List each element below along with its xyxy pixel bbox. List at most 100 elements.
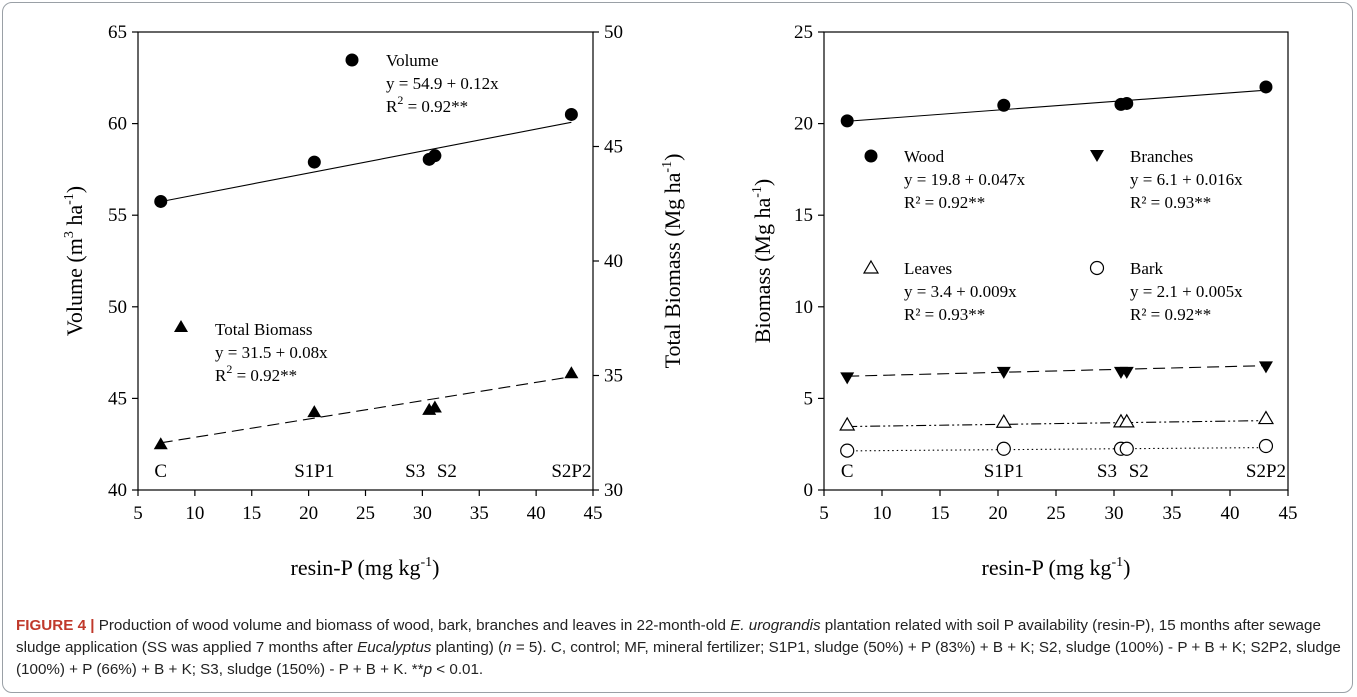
point-branches	[1258, 361, 1273, 374]
left-treatment-labels: C S1P1 S3 S2 S2P2	[154, 461, 591, 482]
point-volume	[307, 155, 321, 169]
y-tick-label: 60	[108, 114, 127, 135]
treatment-label: S2	[437, 461, 457, 482]
legend-branches-name: Branches	[1130, 147, 1193, 166]
point-bark	[840, 443, 855, 458]
legend-volume-equation: y = 54.9 + 0.12x	[386, 74, 499, 93]
legend-bark-r2: R² = 0.92**	[1130, 305, 1211, 324]
point-volume	[154, 194, 168, 208]
caption-text-1: Production of wood volume and biomass of…	[94, 617, 731, 634]
x-tick-label: 40	[1221, 503, 1240, 524]
right-regression-lines	[847, 89, 1267, 452]
x-tick-label: 10	[185, 503, 204, 524]
point-bark	[996, 441, 1011, 456]
treatment-label: S1P1	[294, 461, 334, 482]
fit-line-leaves	[847, 420, 1266, 428]
legend-leaves-marker	[862, 259, 880, 274]
point-bark	[1258, 438, 1274, 454]
legend-leaves-name: Leaves	[904, 259, 952, 278]
x-tick-label: 15	[242, 503, 261, 524]
fit-line-total-biomass	[160, 376, 572, 444]
x-tick-label: 35	[1163, 503, 1182, 524]
point-branches	[996, 366, 1011, 379]
treatment-label: S3	[405, 461, 425, 482]
treatment-label: C	[841, 461, 854, 482]
treatment-label: S2P2	[1246, 461, 1286, 482]
figure-label: FIGURE 4 |	[16, 617, 95, 634]
x-tick-label: 5	[819, 503, 829, 524]
caption-text-4: = 5). C, control; MF, mineral fertilizer…	[16, 639, 1341, 678]
legend-leaves-equation: y = 3.4 + 0.009x	[904, 282, 1017, 301]
legend-leaves: Leaves y = 3.4 + 0.009x R² = 0.93**	[862, 259, 1017, 324]
caption-text-2: plantation related with soil P availabil…	[16, 617, 1321, 656]
point-wood	[1120, 96, 1134, 110]
y-tick-label: 45	[108, 388, 127, 409]
legend-volume: Volume y = 54.9 + 0.12x R2 = 0.92**	[345, 51, 499, 116]
point-total-biomass	[307, 405, 322, 418]
y-title-sup: 3	[62, 231, 77, 238]
legend-volume-r2: R2 = 0.92**	[386, 93, 468, 116]
legend-total-biomass-marker	[174, 320, 188, 332]
y-tick-label: 10	[794, 297, 813, 318]
fit-line-volume	[160, 121, 572, 203]
fit-line-branches	[847, 365, 1266, 377]
caption-species: E. urograndis	[730, 617, 821, 634]
right-y-axis-title: Biomass (Mg ha-1)	[750, 179, 775, 343]
point-wood	[997, 98, 1011, 112]
legend-wood-equation: y = 19.8 + 0.047x	[904, 170, 1026, 189]
y2-tick-label: 40	[604, 251, 623, 272]
legend-branches-marker	[1090, 150, 1104, 162]
left-regression-lines	[160, 121, 572, 444]
caption-genus: Eucalyptus	[357, 639, 432, 656]
legend-bark: Bark y = 2.1 + 0.005x R² = 0.92**	[1089, 259, 1243, 324]
y-title-main: Volume (m	[62, 238, 87, 336]
legend-total-biomass-equation: y = 31.5 + 0.08x	[215, 343, 328, 362]
x-tick-label: 25	[1047, 503, 1066, 524]
x-tick-label: 30	[413, 503, 432, 524]
y-title-close: )	[62, 186, 87, 193]
y-tick-label: 20	[794, 114, 813, 135]
legend-volume-marker	[345, 53, 359, 67]
x-title-sup: -1	[1111, 555, 1123, 570]
x-title-main: resin-P (mg kg	[291, 555, 421, 580]
legend-total-biomass-name: Total Biomass	[215, 320, 313, 339]
right-x-axis-title: resin-P (mg kg-1)	[982, 555, 1131, 580]
point-leaves	[995, 414, 1012, 428]
legend-bark-equation: y = 2.1 + 0.005x	[1130, 282, 1243, 301]
y2-tick-label: 35	[604, 366, 623, 387]
fit-line-bark	[847, 447, 1266, 452]
right-data-points	[839, 80, 1275, 458]
x-title-main: resin-P (mg kg	[982, 555, 1112, 580]
right-x-axis: 5 10 15 20 25 30 35 40 45	[819, 490, 1298, 524]
left-plot-area	[137, 31, 594, 491]
x-title-sup: -1	[420, 555, 432, 570]
y-title-mid: ha	[62, 205, 87, 232]
caption-p: p	[423, 661, 433, 678]
left-y-axis: 40 45 50 55 60 65	[108, 22, 138, 501]
y-tick-label: 55	[108, 205, 127, 226]
y2-title-close: )	[660, 154, 685, 161]
treatment-label: S1P1	[984, 461, 1024, 482]
legend-wood-name: Wood	[904, 147, 945, 166]
legend-branches: Branches y = 6.1 + 0.016x R² = 0.93**	[1090, 147, 1243, 212]
right-y-axis: 0 5 10 15 20 25	[794, 22, 824, 501]
treatment-label: S2	[1129, 461, 1149, 482]
y-tick-label: 50	[108, 297, 127, 318]
left-right-y-axis: 30 35 40 45 50	[593, 22, 623, 501]
x-tick-label: 20	[299, 503, 318, 524]
legend-bark-name: Bark	[1130, 259, 1164, 278]
legend-wood: Wood y = 19.8 + 0.047x R² = 0.92**	[864, 147, 1026, 212]
point-bark	[1119, 441, 1134, 456]
x-tick-label: 20	[989, 503, 1008, 524]
point-leaves	[1257, 410, 1275, 425]
x-tick-label: 5	[133, 503, 143, 524]
y2-tick-label: 30	[604, 480, 623, 501]
legend-wood-r2: R² = 0.92**	[904, 193, 985, 212]
point-branches	[840, 372, 855, 385]
legend-wood-marker	[864, 149, 878, 163]
point-leaves	[1118, 413, 1135, 428]
treatment-label: C	[154, 461, 167, 482]
legend-leaves-r2: R² = 0.93**	[904, 305, 985, 324]
